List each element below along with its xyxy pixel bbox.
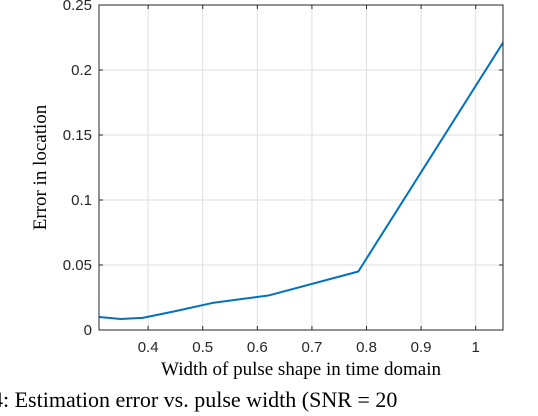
y-tick-label: 0.25 [63, 0, 92, 14]
figure-caption: 4: Estimation error vs. pulse width (SNR… [0, 387, 397, 412]
y-tick-label: 0 [84, 322, 92, 339]
x-tick-label: 1 [472, 339, 480, 356]
series-line [98, 42, 504, 320]
x-axis-label: Width of pulse shape in time domain [161, 359, 441, 380]
x-tick-label: 0.9 [411, 339, 432, 356]
x-tick-label: 0.6 [247, 339, 268, 356]
x-tick-label: 0.5 [192, 339, 213, 356]
tick-labels: 0.4 0.5 0.6 0.7 0.8 0.9 1 0 0.05 0.1 0.15 0.2 0.25 [63, 0, 480, 356]
y-tick-label: 0.15 [63, 127, 92, 144]
y-tick-label: 0.1 [71, 192, 92, 209]
plot-box [98, 4, 504, 331]
y-tick-label: 0.05 [63, 257, 92, 274]
x-tick-label: 0.4 [138, 339, 159, 356]
grid [99, 5, 503, 330]
x-tick-label: 0.7 [301, 339, 322, 356]
axes-frame [98, 4, 504, 331]
series-layer [98, 42, 504, 320]
y-tick-label: 0.2 [71, 62, 92, 79]
y-axis-label: Error in location [30, 104, 51, 230]
x-tick-label: 0.8 [356, 339, 377, 356]
